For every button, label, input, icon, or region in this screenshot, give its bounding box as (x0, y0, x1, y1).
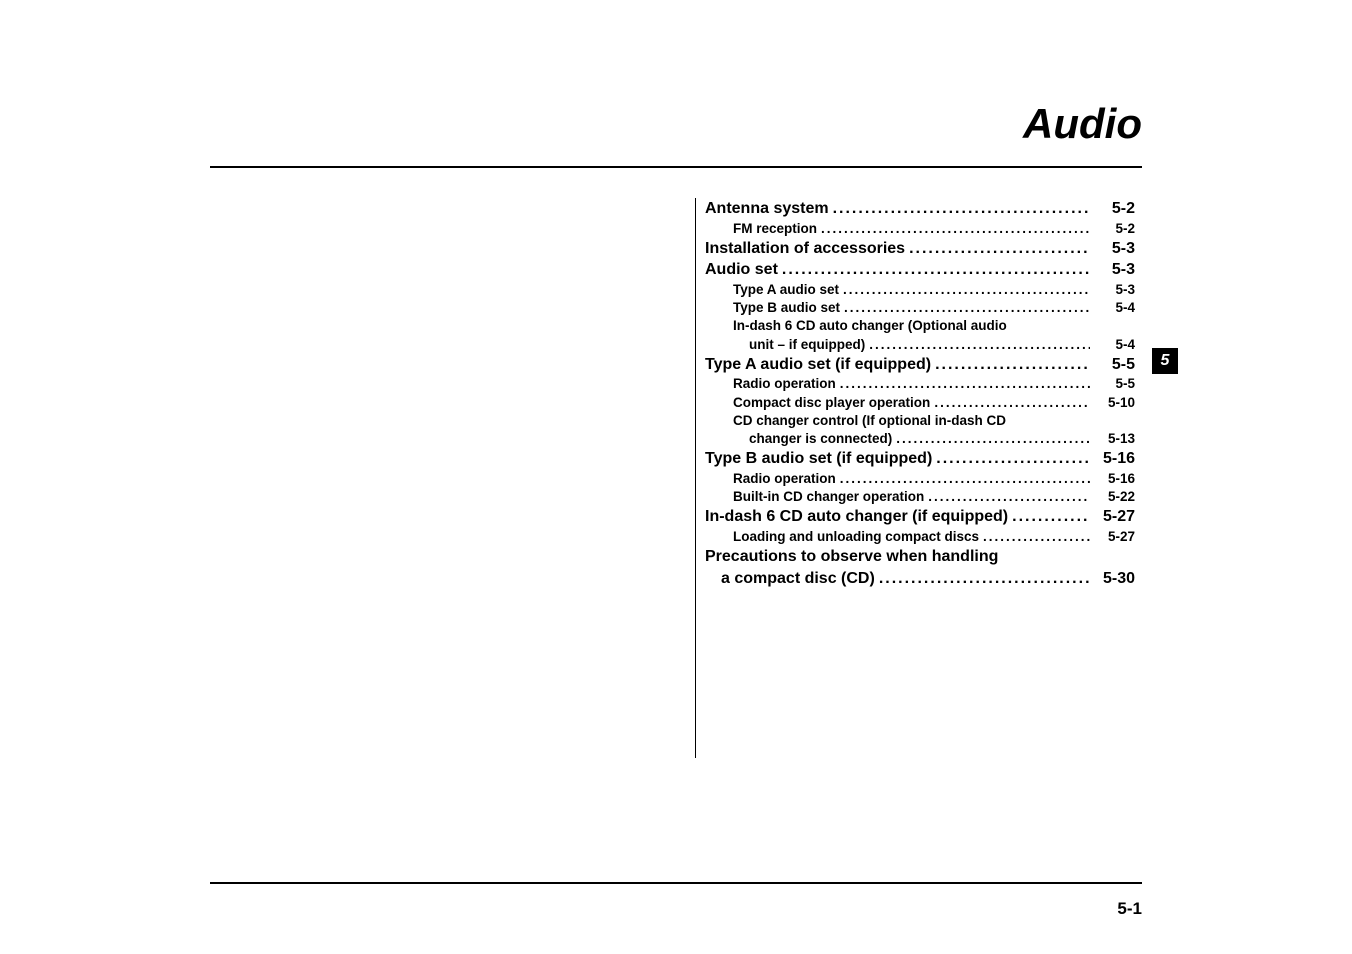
toc-page: 5-3 (1090, 281, 1135, 299)
title-rule (210, 166, 1142, 168)
toc-label: Type B audio set (if equipped) (705, 448, 932, 470)
toc-leader: ........................................… (892, 430, 1090, 448)
vertical-divider (695, 198, 696, 758)
toc-entry: CD changer control (If optional in-dash … (705, 412, 1135, 430)
toc-label: Type B audio set (733, 299, 840, 317)
toc-label: Audio set (705, 259, 778, 281)
toc-leader: ........................................… (839, 281, 1090, 299)
toc-entry: Radio operation ........................… (705, 470, 1135, 488)
toc-entry: Audio set ..............................… (705, 259, 1135, 281)
toc-entry: a compact disc (CD) ....................… (705, 568, 1135, 590)
toc-leader: ........................................… (875, 568, 1090, 590)
toc-label: Built-in CD changer operation (733, 488, 924, 506)
content-area: Antenna system .........................… (210, 198, 1142, 758)
toc-column: Antenna system .........................… (705, 198, 1135, 589)
toc-page: 5-2 (1090, 220, 1135, 238)
toc-entry: Loading and unloading compact discs ....… (705, 528, 1135, 546)
page-container: Audio Antenna system ...................… (210, 100, 1142, 914)
toc-page: 5-4 (1090, 299, 1135, 317)
toc-page: 5-3 (1090, 259, 1135, 281)
toc-leader: ........................................… (1008, 506, 1090, 528)
toc-leader: ........................................… (905, 238, 1090, 260)
toc-page: 5-22 (1090, 488, 1135, 506)
toc-entry: FM reception ...........................… (705, 220, 1135, 238)
toc-leader: ........................................… (840, 299, 1090, 317)
toc-entry: Type A audio set .......................… (705, 281, 1135, 299)
toc-page: 5-4 (1090, 336, 1135, 354)
toc-leader: ........................................… (817, 220, 1090, 238)
toc-entry: Type B audio set (if equipped) .........… (705, 448, 1135, 470)
toc-entry: Built-in CD changer operation ..........… (705, 488, 1135, 506)
toc-entry: Antenna system .........................… (705, 198, 1135, 220)
toc-entry: Precautions to observe when handling (705, 546, 1135, 568)
toc-label: In-dash 6 CD auto changer (Optional audi… (733, 317, 1007, 335)
toc-leader: ........................................… (979, 528, 1090, 546)
toc-label: Installation of accessories (705, 238, 905, 260)
toc-entry: Type A audio set (if equipped) .........… (705, 354, 1135, 376)
toc-label: Precautions to observe when handling (705, 546, 998, 568)
toc-label: CD changer control (If optional in-dash … (733, 412, 1006, 430)
toc-page: 5-16 (1090, 470, 1135, 488)
toc-entry: Radio operation ........................… (705, 375, 1135, 393)
toc-label: Type A audio set (if equipped) (705, 354, 931, 376)
toc-leader: ........................................… (865, 336, 1090, 354)
toc-label: Radio operation (733, 375, 836, 393)
toc-page: 5-2 (1090, 198, 1135, 220)
toc-page: 5-13 (1090, 430, 1135, 448)
toc-page: 5-27 (1090, 528, 1135, 546)
toc-entry: unit – if equipped) ....................… (705, 336, 1135, 354)
toc-leader: ........................................… (932, 448, 1090, 470)
toc-label: Radio operation (733, 470, 836, 488)
chapter-title: Audio (210, 100, 1142, 148)
toc-label: Loading and unloading compact discs (733, 528, 979, 546)
toc-leader: ........................................… (836, 375, 1090, 393)
toc-entry: Type B audio set .......................… (705, 299, 1135, 317)
toc-label: Type A audio set (733, 281, 839, 299)
toc-page: 5-10 (1090, 394, 1135, 412)
toc-page: 5-5 (1090, 354, 1135, 376)
toc-label: changer is connected) (733, 430, 892, 448)
toc-entry: Compact disc player operation ..........… (705, 394, 1135, 412)
toc-page: 5-5 (1090, 375, 1135, 393)
toc-leader: ........................................… (778, 259, 1090, 281)
toc-leader: ........................................… (924, 488, 1090, 506)
toc-label: In-dash 6 CD auto changer (if equipped) (705, 506, 1008, 528)
toc-leader: ........................................… (829, 198, 1090, 220)
toc-entry: In-dash 6 CD auto changer (if equipped) … (705, 506, 1135, 528)
toc-page: 5-16 (1090, 448, 1135, 470)
toc-entry: changer is connected) ..................… (705, 430, 1135, 448)
toc-leader: ........................................… (930, 394, 1090, 412)
chapter-tab: 5 (1152, 348, 1178, 374)
toc-label: Compact disc player operation (733, 394, 930, 412)
toc-leader: ........................................… (931, 354, 1090, 376)
toc-label: FM reception (733, 220, 817, 238)
footer-rule (210, 882, 1142, 884)
toc-entry: In-dash 6 CD auto changer (Optional audi… (705, 317, 1135, 335)
toc-page: 5-27 (1090, 506, 1135, 528)
toc-label: Antenna system (705, 198, 829, 220)
toc-leader: ........................................… (836, 470, 1090, 488)
toc-page: 5-30 (1090, 568, 1135, 590)
toc-entry: Installation of accessories ............… (705, 238, 1135, 260)
toc-label: a compact disc (CD) (705, 568, 875, 590)
toc-label: unit – if equipped) (733, 336, 865, 354)
toc-page: 5-3 (1090, 238, 1135, 260)
page-number: 5-1 (1117, 899, 1142, 919)
